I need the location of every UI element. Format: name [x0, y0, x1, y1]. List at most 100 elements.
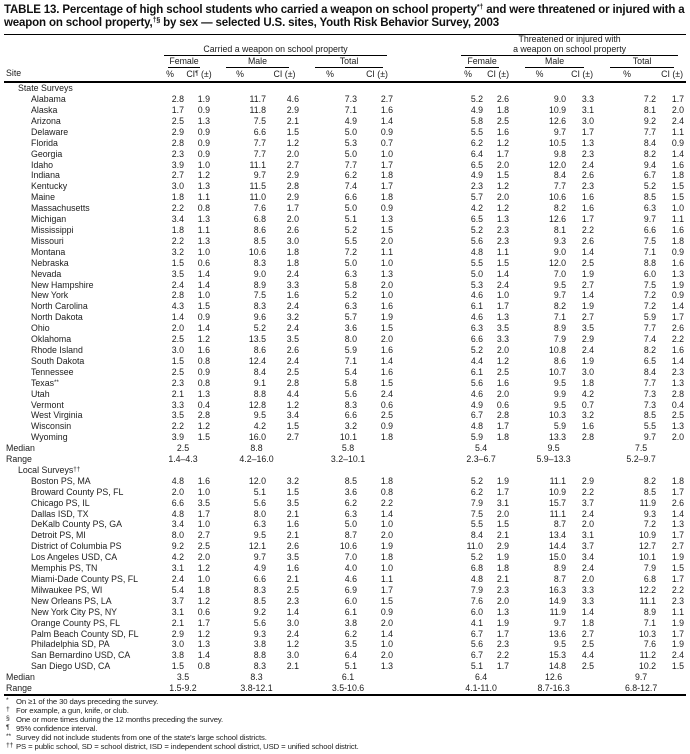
value-cell: 5.2: [253, 323, 266, 334]
value-cell: 9.5: [553, 279, 567, 290]
value-cell: 1.0: [197, 519, 210, 530]
footnote: †† PS = public school, SD = school distri…: [4, 741, 687, 752]
site-cell: Nevada: [31, 268, 62, 279]
gap-cell: [395, 301, 451, 312]
value-cell: 1.9: [496, 617, 510, 628]
value-cell: 1.0: [380, 290, 394, 301]
value-cell: 2.2: [671, 334, 685, 345]
value-cell: 5.2: [470, 552, 484, 563]
value-cell: 13.3: [548, 432, 567, 443]
gap-cell: [395, 247, 451, 258]
site-cell: North Dakota: [31, 312, 83, 323]
value-cell: 2.0: [286, 214, 299, 225]
value-cell: 2.5: [671, 410, 685, 421]
value-cell: 1.9: [496, 475, 510, 486]
table-header: Site Carried a weapon on school property T…: [4, 34, 687, 83]
site-cell: San Diego USD, CA: [31, 661, 111, 672]
value-cell: 9.3: [553, 235, 567, 246]
stat-value: 1.4–4.3: [168, 454, 198, 465]
table-row: Florida 2.8 0.9 7.7 1.2 5.3 0.7 6.2 1.2 10.5 1.3 8.…: [4, 138, 686, 149]
value-cell: 4.6: [470, 312, 484, 323]
gap-cell: [395, 203, 451, 214]
site-cell: Ohio: [31, 323, 50, 334]
site-cell: Georgia: [31, 148, 63, 159]
value-cell: 0.9: [380, 203, 394, 214]
value-cell: 8.4: [643, 137, 657, 148]
value-cell: 1.3: [197, 181, 210, 192]
value-cell: 9.5: [253, 410, 266, 421]
value-cell: 5.2: [470, 225, 484, 235]
value-cell: 5.9: [643, 312, 657, 323]
footnote: † For example, a gun, knife, or club.: [4, 706, 687, 716]
table-row: New Orleans PS, LA 3.7 1.2 8.5 2.3 6.0 1.5 7.6 2…: [4, 596, 686, 607]
value-cell: 9.4: [643, 159, 657, 170]
value-cell: 1.7: [496, 301, 510, 312]
value-cell: 1.6: [581, 203, 595, 214]
value-cell: 1.6: [581, 421, 595, 432]
value-cell: 2.2: [171, 235, 184, 246]
value-cell: 1.2: [286, 137, 299, 148]
footnote-marker: ††: [6, 741, 14, 749]
value-cell: 12.2: [638, 584, 657, 595]
value-cell: 8.5: [643, 486, 657, 497]
stat-value: 3.5: [176, 672, 190, 683]
footnote-text: 95% confidence interval.: [16, 723, 98, 733]
stat-value: 6.4: [474, 672, 488, 683]
value-cell: 3.3: [581, 584, 595, 595]
value-cell: 1.4: [197, 323, 210, 334]
value-cell: 11.0: [249, 192, 266, 203]
value-cell: 5.0: [344, 203, 357, 214]
value-cell: 0.9: [380, 421, 394, 432]
value-cell: 3.7: [171, 595, 184, 606]
title-footnote-marker: †§: [152, 17, 161, 25]
table-row: Mississippi 1.8 1.1 8.6 2.6 5.2 1.5 5.2 2.3 8.1 2.…: [4, 225, 686, 236]
site-cell: District of Columbia PS: [31, 541, 122, 552]
table-row: Wisconsin 2.2 1.2 4.2 1.5 3.2 0.9 4.8 1.7 5.9 1.6 5…: [4, 421, 686, 432]
value-cell: 2.7: [671, 541, 685, 552]
value-cell: 0.8: [380, 486, 394, 497]
value-cell: 0.9: [197, 126, 210, 137]
stat-value: 9.7: [634, 672, 648, 683]
value-cell: 1.7: [496, 421, 510, 432]
value-cell: 4.3: [171, 301, 184, 312]
value-cell: 0.8: [197, 203, 210, 214]
value-cell: 5.2: [344, 225, 357, 235]
table-row: Alabama 2.8 1.9 11.7 4.6 7.3 2.7 5.2 2.6 9.0 3.3 7.…: [4, 94, 686, 105]
value-cell: 3.0: [286, 650, 299, 661]
value-cell: 9.7: [553, 126, 567, 137]
value-cell: 1.3: [197, 235, 210, 246]
value-cell: 0.4: [671, 399, 685, 410]
value-cell: 2.2: [380, 497, 394, 508]
value-cell: 2.1: [286, 661, 299, 672]
value-cell: 2.7: [197, 530, 210, 541]
value-cell: 8.1: [553, 225, 567, 235]
value-cell: 10.3: [638, 628, 657, 639]
value-cell: 1.1: [671, 606, 685, 617]
value-cell: 0.9: [197, 312, 210, 323]
value-cell: 4.4: [470, 355, 484, 366]
site-cell: Massachusetts: [31, 203, 90, 214]
value-cell: 1.5: [171, 355, 184, 366]
value-cell: 1.0: [380, 148, 394, 159]
value-cell: 10.7: [548, 366, 567, 377]
value-cell: 3.0: [171, 344, 184, 355]
measure-header: CI (±): [661, 68, 684, 79]
value-cell: 1.4: [286, 606, 299, 617]
value-cell: 6.4: [470, 148, 484, 159]
value-cell: 3.2: [344, 421, 357, 432]
value-cell: 8.7: [344, 530, 357, 541]
value-cell: 2.2: [581, 225, 595, 235]
stat-value: 5.4: [474, 443, 488, 454]
table-row: West Virginia 3.5 2.8 9.5 3.4 6.6 2.5 6.7 2.8 10.…: [4, 410, 686, 421]
value-cell: 3.5: [171, 268, 184, 279]
value-cell: 3.2: [581, 410, 595, 421]
measure-header: %: [623, 68, 631, 79]
value-cell: 7.4: [344, 181, 357, 192]
value-cell: 2.8: [171, 137, 184, 148]
value-cell: 2.5: [581, 257, 595, 268]
value-cell: 9.7: [253, 170, 266, 181]
value-cell: 1.2: [496, 203, 510, 214]
value-cell: 6.2: [470, 137, 484, 148]
value-cell: 1.7: [671, 94, 685, 105]
value-cell: 3.1: [496, 497, 510, 508]
